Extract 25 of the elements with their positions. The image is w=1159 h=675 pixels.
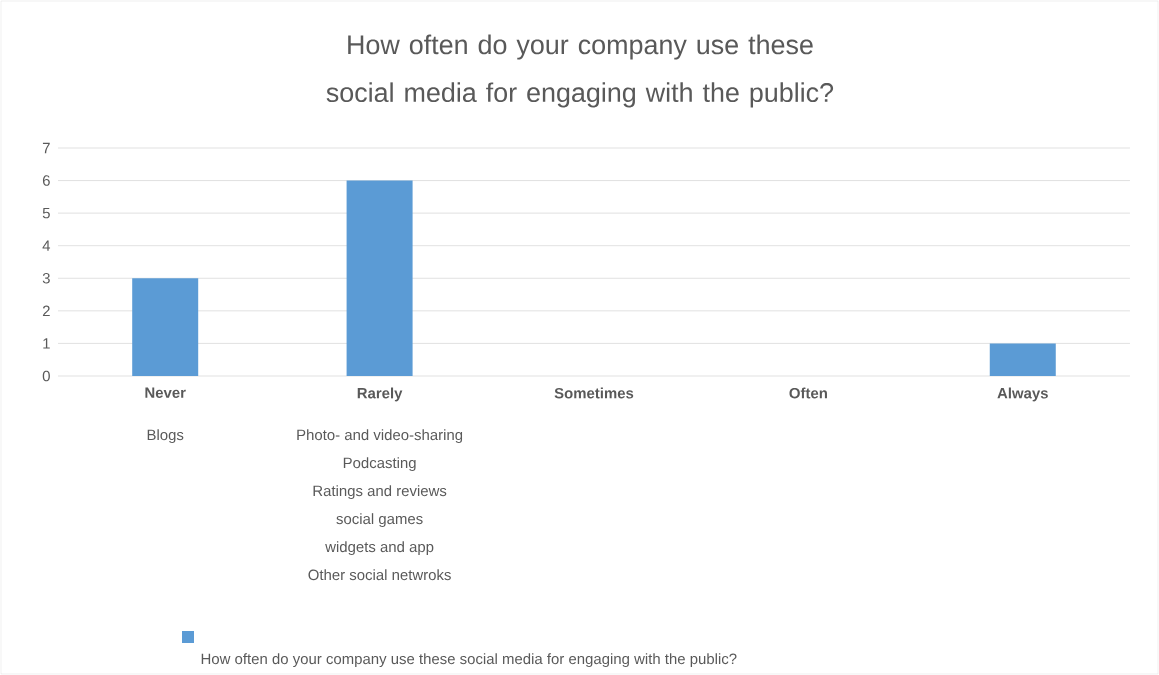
legend-label: How often do your company use these social media for engaging with the public? — [201, 653, 737, 668]
text: social games — [336, 513, 423, 528]
text: Podcasting — [343, 457, 416, 472]
x-tick-label: Rarely — [357, 387, 403, 402]
y-tick-label: 6 — [42, 175, 50, 186]
y-tick-label: 7 — [42, 142, 50, 154]
y-tick-label: 3 — [42, 272, 50, 284]
bar — [132, 278, 199, 376]
x-tick-label: Often — [789, 387, 827, 399]
bar — [989, 343, 1056, 376]
text: Ratings and reviews — [313, 485, 447, 500]
text: Blogs — [147, 429, 184, 444]
y-tick-label: 0 — [42, 370, 50, 382]
y-tick-label: 1 — [43, 338, 50, 349]
y-tick-label: 5 — [42, 207, 50, 219]
bar — [346, 180, 413, 376]
text: widgets and app — [325, 541, 434, 556]
x-tick-label: Sometimes — [554, 387, 634, 399]
text: Other social netwroks — [308, 569, 451, 581]
y-tick-label: 4 — [42, 240, 51, 251]
text: Photo- and video-sharing — [297, 429, 463, 444]
y-tick-label: 2 — [42, 305, 50, 317]
x-tick-label: Always — [997, 387, 1048, 402]
x-tick-label: Never — [145, 387, 186, 398]
chart-title: How often do your company use these social media for engaging with the public? — [326, 34, 834, 108]
